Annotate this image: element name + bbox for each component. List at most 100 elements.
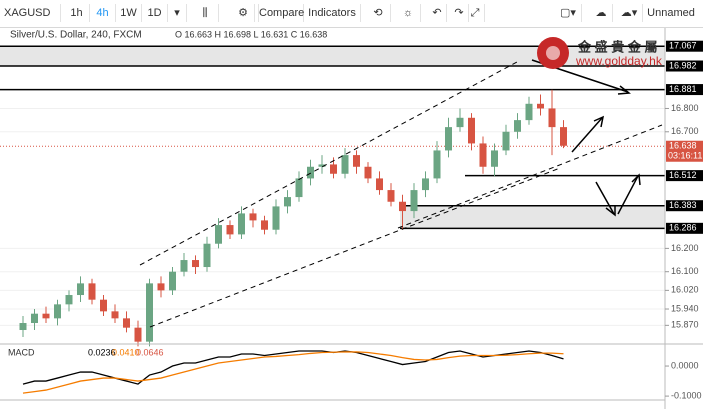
candle-body bbox=[77, 283, 84, 296]
layout-name[interactable]: Unnamed bbox=[647, 7, 695, 19]
idea-button[interactable]: ☼ bbox=[396, 4, 421, 22]
logo-name: 金 盛 貴 金 屬 bbox=[577, 39, 657, 54]
level-label: 17.067 bbox=[669, 41, 697, 51]
candle-body bbox=[134, 327, 142, 342]
arrow-drawings bbox=[531, 59, 641, 217]
alert-button[interactable]: ⟲ bbox=[366, 4, 391, 22]
candle-body bbox=[330, 164, 337, 174]
chart-legend-title: Silver/U.S. Dollar, 240, FXCM bbox=[10, 30, 142, 41]
level-label: 16.286 bbox=[669, 223, 697, 233]
candle-body bbox=[157, 283, 165, 291]
candle-body bbox=[468, 117, 475, 144]
interval-button[interactable]: 1W bbox=[116, 4, 142, 22]
y-tick-label: 15.870 bbox=[671, 320, 699, 330]
trend-lines bbox=[139, 61, 663, 328]
level-badge bbox=[666, 84, 703, 96]
candle-body bbox=[19, 323, 27, 331]
undo-button[interactable]: ↶ bbox=[428, 4, 447, 22]
interval-button[interactable]: 1h bbox=[64, 4, 90, 22]
y-tick-label: 16.800 bbox=[671, 103, 699, 113]
candle-body bbox=[226, 225, 234, 235]
candle-body bbox=[295, 178, 303, 198]
candle-body bbox=[123, 318, 130, 328]
macd-legend-value: 0.0646 bbox=[136, 347, 164, 357]
candle-body bbox=[169, 271, 176, 291]
candle-body bbox=[272, 206, 280, 230]
candle-body bbox=[479, 143, 487, 167]
candle-body bbox=[548, 108, 556, 128]
candle-body bbox=[31, 313, 38, 324]
level-badge bbox=[666, 40, 703, 52]
cloud-load-button[interactable]: ☁ bbox=[590, 4, 613, 22]
y-tick-label: -0.1000 bbox=[671, 390, 702, 400]
candle-body bbox=[215, 225, 222, 244]
y-tick-label: 0.0000 bbox=[671, 360, 699, 370]
logo-url: www.goldday.hk bbox=[575, 54, 663, 68]
redo-button[interactable]: ↷ bbox=[450, 4, 469, 22]
candle-body bbox=[261, 220, 268, 230]
cloud-save-button[interactable]: ☁▾ bbox=[616, 4, 643, 22]
last-price-label: 16.638 bbox=[669, 141, 697, 151]
fullscreen-button[interactable]: ⤢ bbox=[466, 4, 485, 22]
candle-body bbox=[399, 201, 406, 212]
interval-button[interactable]: 4h bbox=[90, 4, 116, 22]
macd-legend-value: 0.0236 bbox=[88, 347, 116, 357]
zone bbox=[0, 46, 665, 67]
macd-line bbox=[22, 351, 564, 394]
level-label: 16.512 bbox=[669, 170, 697, 180]
candle-body bbox=[146, 283, 153, 342]
level-badge bbox=[666, 60, 703, 72]
candle-body bbox=[318, 164, 326, 167]
level-label: 16.383 bbox=[669, 200, 697, 210]
logo-icon-highlight bbox=[546, 46, 560, 60]
candle-body bbox=[456, 117, 464, 128]
layout-button[interactable]: ▢▾ bbox=[555, 4, 582, 22]
toolbar: XAGUSD 1h 4h 1W 1D ▾ ⫼ ⚙ Compare Indicat… bbox=[0, 0, 703, 28]
candle-body bbox=[192, 260, 199, 268]
candle-body bbox=[249, 213, 257, 221]
indicators-button[interactable]: Indicators bbox=[304, 4, 361, 22]
level-badge bbox=[666, 222, 703, 234]
candle-body bbox=[491, 150, 498, 167]
candle-body bbox=[341, 155, 349, 174]
last-price-badge bbox=[666, 140, 703, 162]
candle-body bbox=[514, 120, 521, 132]
symbol-button[interactable]: XAGUSD bbox=[4, 4, 61, 22]
level-label: 16.881 bbox=[669, 84, 697, 94]
candle-body bbox=[42, 313, 50, 319]
candle-body bbox=[88, 283, 96, 300]
candle-body bbox=[387, 190, 395, 202]
candle-body bbox=[307, 166, 314, 179]
candle-body bbox=[422, 178, 429, 191]
candle-body bbox=[54, 304, 61, 319]
candle-body bbox=[525, 103, 533, 121]
candle-body bbox=[364, 166, 372, 179]
candle-body bbox=[284, 197, 291, 207]
candle-body bbox=[100, 299, 107, 312]
level-badge bbox=[666, 200, 703, 212]
candle-body bbox=[376, 178, 383, 191]
macd-legend-name: MACD bbox=[8, 347, 35, 357]
compare-button[interactable]: Compare bbox=[258, 4, 304, 22]
countdown: 03:16:11 bbox=[668, 151, 702, 161]
interval-button[interactable]: 1D bbox=[142, 4, 168, 22]
candle-body bbox=[433, 150, 441, 179]
level-badge bbox=[666, 170, 703, 182]
candle-body bbox=[203, 243, 211, 268]
y-tick-label: 16.200 bbox=[671, 243, 699, 253]
interval-menu[interactable]: ▾ bbox=[168, 4, 187, 22]
candle-body bbox=[410, 190, 418, 212]
settings-button[interactable]: ⚙ bbox=[232, 4, 255, 22]
candle-body bbox=[560, 127, 567, 146]
y-tick-label: 16.100 bbox=[671, 266, 699, 276]
candle-body bbox=[353, 155, 360, 167]
candle-body bbox=[65, 295, 73, 305]
candle-body bbox=[238, 213, 245, 235]
candle-body bbox=[537, 103, 544, 109]
y-tick-label: 16.020 bbox=[671, 285, 699, 295]
level-label: 16.982 bbox=[669, 60, 697, 70]
macd-legend-value: 0.0410 bbox=[112, 347, 140, 357]
chart-style-button[interactable]: ⫼ bbox=[192, 4, 219, 22]
